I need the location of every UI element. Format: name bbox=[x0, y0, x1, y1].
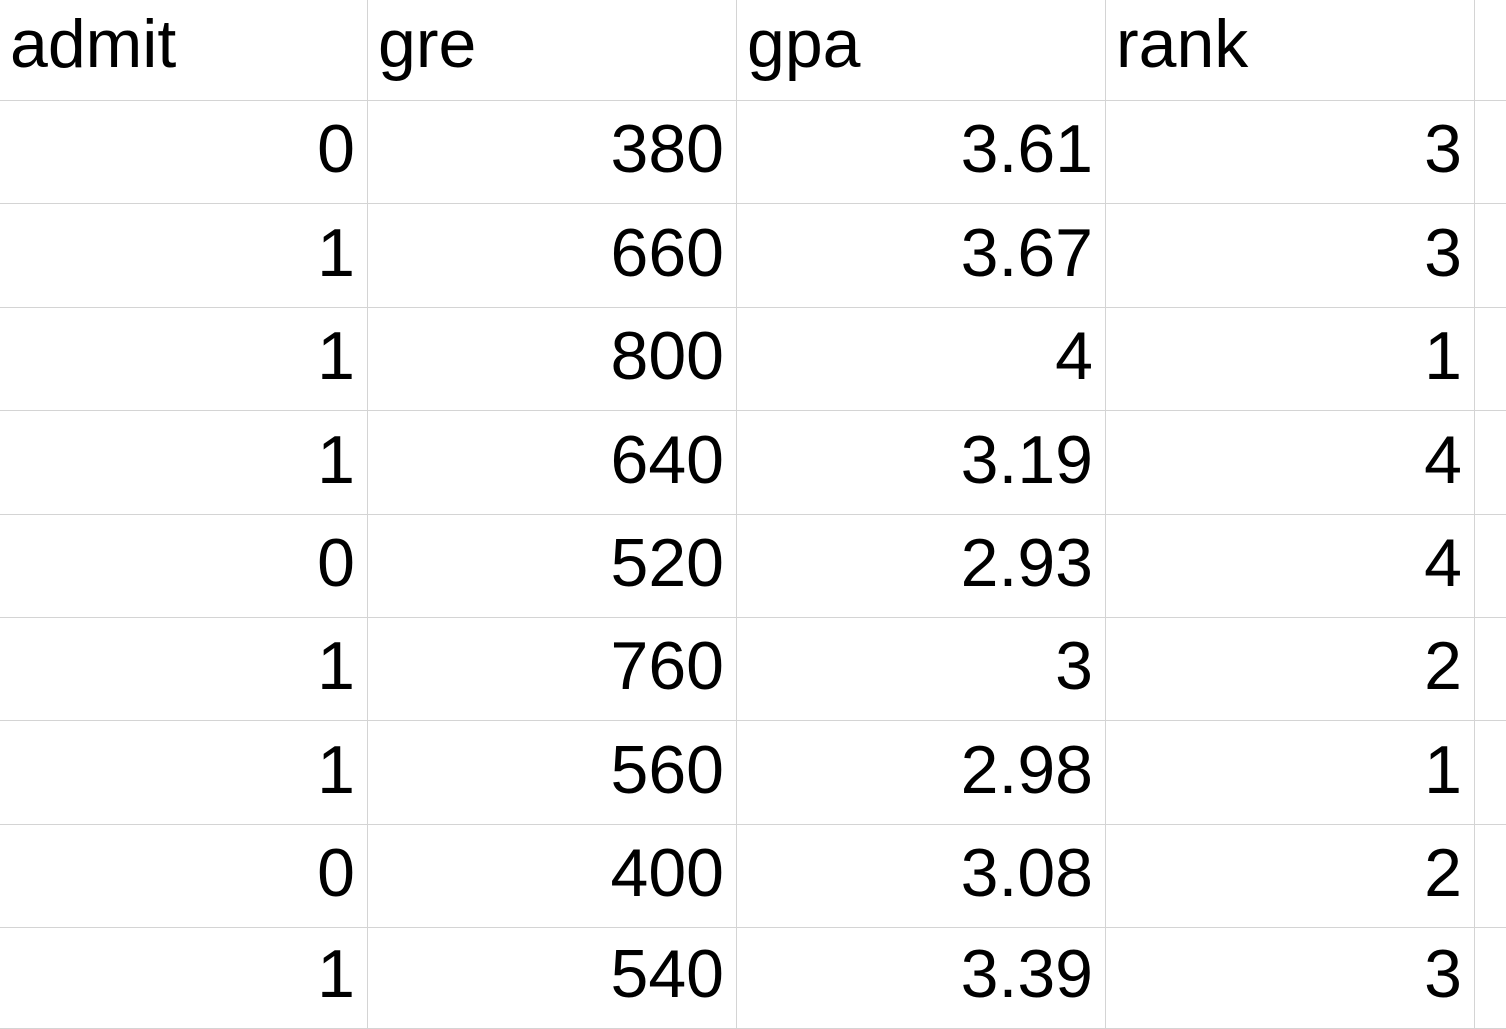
empty-cell[interactable] bbox=[1475, 101, 1506, 203]
cell-admit[interactable]: 1 bbox=[0, 204, 368, 307]
header-row: admit gre gpa rank bbox=[0, 0, 1506, 101]
cell-gre[interactable]: 560 bbox=[368, 721, 737, 824]
column-header-rank[interactable]: rank bbox=[1106, 0, 1475, 100]
table-row: 0 400 3.08 2 bbox=[0, 825, 1506, 928]
empty-cell[interactable] bbox=[1475, 204, 1506, 307]
table-row: 1 560 2.98 1 bbox=[0, 721, 1506, 825]
table-row: 0 380 3.61 3 bbox=[0, 101, 1506, 204]
column-header-gre[interactable]: gre bbox=[368, 0, 737, 100]
empty-cell[interactable] bbox=[1475, 0, 1506, 100]
table-row: 0 520 2.93 4 bbox=[0, 515, 1506, 618]
empty-cell[interactable] bbox=[1475, 825, 1506, 927]
column-header-gpa[interactable]: gpa bbox=[737, 0, 1106, 100]
cell-rank[interactable]: 1 bbox=[1106, 721, 1475, 824]
cell-gre[interactable]: 380 bbox=[368, 101, 737, 203]
cell-gpa[interactable]: 3.19 bbox=[737, 411, 1106, 514]
cell-gpa[interactable]: 2.93 bbox=[737, 515, 1106, 617]
cell-rank[interactable]: 4 bbox=[1106, 411, 1475, 514]
empty-cell[interactable] bbox=[1475, 721, 1506, 824]
cell-gpa[interactable]: 3.39 bbox=[737, 928, 1106, 1028]
cell-rank[interactable]: 3 bbox=[1106, 928, 1475, 1028]
empty-cell[interactable] bbox=[1475, 308, 1506, 410]
cell-gre[interactable]: 540 bbox=[368, 928, 737, 1028]
table-row: 1 540 3.39 3 bbox=[0, 928, 1506, 1029]
empty-cell[interactable] bbox=[1475, 411, 1506, 514]
cell-gre[interactable]: 400 bbox=[368, 825, 737, 927]
cell-rank[interactable]: 2 bbox=[1106, 618, 1475, 720]
cell-gre[interactable]: 800 bbox=[368, 308, 737, 410]
cell-rank[interactable]: 3 bbox=[1106, 204, 1475, 307]
empty-cell[interactable] bbox=[1475, 515, 1506, 617]
cell-admit[interactable]: 0 bbox=[0, 101, 368, 203]
cell-admit[interactable]: 1 bbox=[0, 618, 368, 720]
cell-gpa[interactable]: 4 bbox=[737, 308, 1106, 410]
cell-admit[interactable]: 0 bbox=[0, 825, 368, 927]
cell-admit[interactable]: 1 bbox=[0, 721, 368, 824]
cell-admit[interactable]: 0 bbox=[0, 515, 368, 617]
table-row: 1 760 3 2 bbox=[0, 618, 1506, 721]
table-row: 1 800 4 1 bbox=[0, 308, 1506, 411]
cell-rank[interactable]: 1 bbox=[1106, 308, 1475, 410]
empty-cell[interactable] bbox=[1475, 618, 1506, 720]
column-header-admit[interactable]: admit bbox=[0, 0, 368, 100]
cell-gpa[interactable]: 3.61 bbox=[737, 101, 1106, 203]
cell-admit[interactable]: 1 bbox=[0, 928, 368, 1028]
table-row: 1 640 3.19 4 bbox=[0, 411, 1506, 515]
cell-rank[interactable]: 4 bbox=[1106, 515, 1475, 617]
cell-admit[interactable]: 1 bbox=[0, 411, 368, 514]
table-row: 1 660 3.67 3 bbox=[0, 204, 1506, 308]
cell-gre[interactable]: 760 bbox=[368, 618, 737, 720]
cell-gre[interactable]: 640 bbox=[368, 411, 737, 514]
cell-gre[interactable]: 660 bbox=[368, 204, 737, 307]
cell-rank[interactable]: 2 bbox=[1106, 825, 1475, 927]
cell-rank[interactable]: 3 bbox=[1106, 101, 1475, 203]
empty-cell[interactable] bbox=[1475, 928, 1506, 1028]
cell-admit[interactable]: 1 bbox=[0, 308, 368, 410]
cell-gpa[interactable]: 3 bbox=[737, 618, 1106, 720]
cell-gre[interactable]: 520 bbox=[368, 515, 737, 617]
cell-gpa[interactable]: 3.67 bbox=[737, 204, 1106, 307]
cell-gpa[interactable]: 3.08 bbox=[737, 825, 1106, 927]
cell-gpa[interactable]: 2.98 bbox=[737, 721, 1106, 824]
